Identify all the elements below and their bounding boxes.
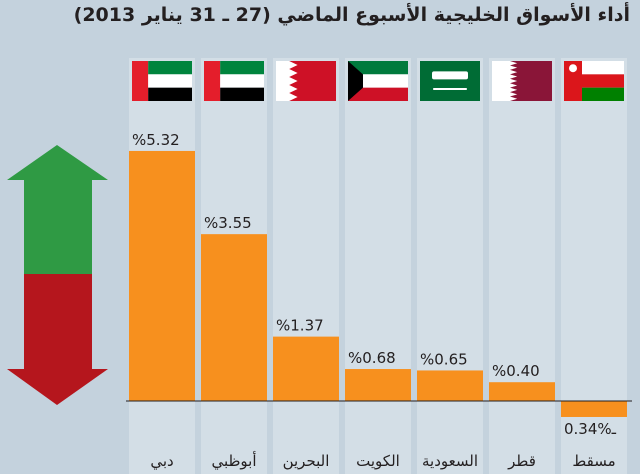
column-bg	[345, 58, 411, 474]
bar	[129, 150, 195, 401]
value-label: %5.32	[132, 131, 180, 149]
category-label: السعودية	[422, 452, 478, 470]
arrow-up-down-icon	[7, 145, 108, 405]
bar	[273, 336, 339, 401]
value-label: ـ%0.34	[564, 420, 617, 438]
value-label: %0.40	[492, 362, 540, 380]
category-label: أبوظبي	[211, 451, 256, 471]
value-label: %0.68	[348, 349, 396, 367]
uae-flag-icon	[204, 61, 264, 101]
column-bg	[417, 58, 483, 474]
column-bg	[273, 58, 339, 474]
bar	[345, 369, 411, 401]
bar	[561, 401, 627, 417]
bar	[417, 370, 483, 401]
category-label: البحرين	[283, 452, 330, 470]
qatar-flag-icon	[492, 61, 552, 101]
oman-flag-icon	[564, 61, 624, 101]
column-bg	[489, 58, 555, 474]
kuwait-flag-icon	[348, 61, 408, 101]
value-label: %1.37	[276, 317, 324, 335]
category-label: الكويت	[356, 452, 400, 470]
bahrain-flag-icon	[276, 61, 336, 101]
chart-title: أداء الأسواق الخليجية الأسبوع الماضي (27…	[73, 4, 630, 26]
uae-flag-icon	[132, 61, 192, 101]
saudi-flag-icon	[420, 61, 480, 101]
category-label: قطر	[507, 452, 536, 470]
arrow-up-icon	[7, 145, 108, 274]
arrow-down-icon	[7, 274, 108, 405]
bar	[201, 234, 267, 401]
bar	[489, 382, 555, 401]
value-label: %3.55	[204, 214, 252, 232]
category-label: دبي	[150, 452, 173, 471]
value-label: %0.65	[420, 350, 468, 368]
category-label: مسقط	[572, 452, 615, 470]
